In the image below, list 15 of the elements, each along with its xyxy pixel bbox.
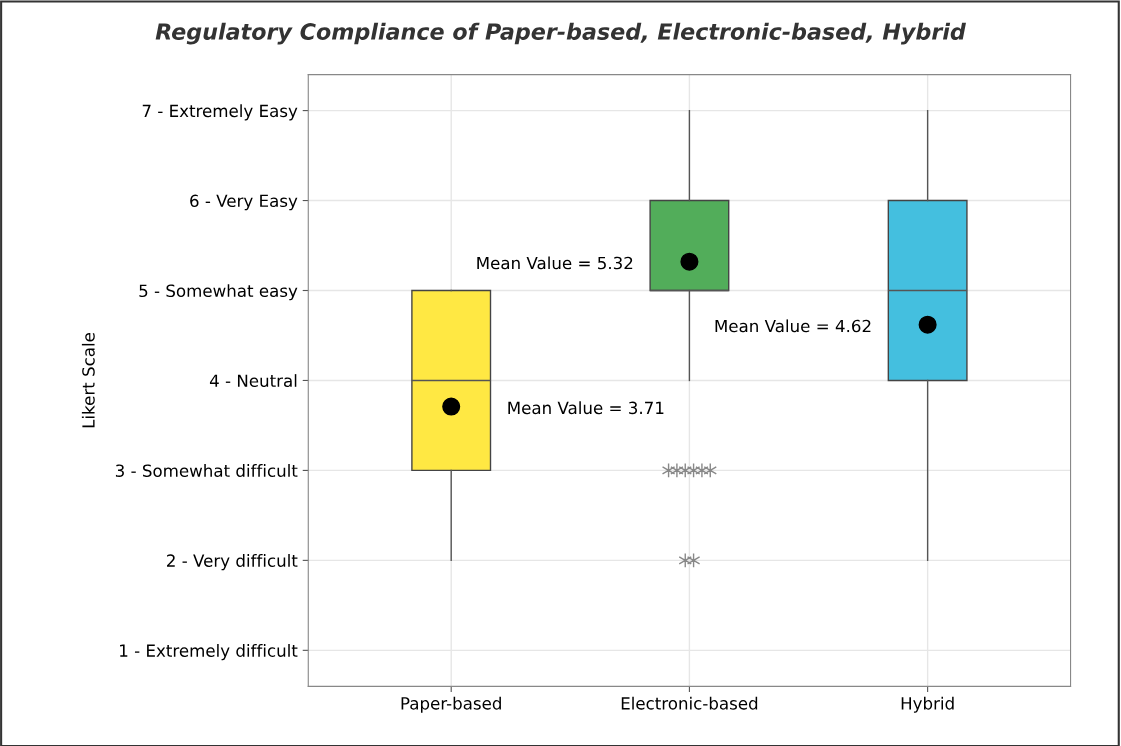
y-tick-label: 5 - Somewhat easy <box>139 284 298 301</box>
annotation: Mean Value = 3.71 <box>508 401 664 415</box>
annotation: Mean Value = 5.32 <box>477 256 633 270</box>
y-tick-label: 7 - Extremely Easy <box>142 104 298 121</box>
y-tick-label: 6 - Very Easy <box>190 194 298 211</box>
x-tick-label: Paper-based <box>401 696 501 713</box>
y-axis-title: Likert Scale <box>81 332 95 428</box>
y-tick-label: 3 - Somewhat difficult <box>115 464 298 477</box>
chart-title: Regulatory Compliance of Paper-based, Electronic-based, Hybrid <box>155 22 966 45</box>
x-tick-label: Hybrid <box>901 696 954 713</box>
y-tick-label: 1 - Extremely difficult <box>120 644 298 661</box>
y-tick-label: 2 - Very difficult <box>167 554 298 571</box>
x-tick-label: Electronic-based <box>621 696 758 710</box>
y-tick-label: 4 - Neutral <box>209 374 297 388</box>
annotation: Mean Value = 4.62 <box>715 319 871 333</box>
